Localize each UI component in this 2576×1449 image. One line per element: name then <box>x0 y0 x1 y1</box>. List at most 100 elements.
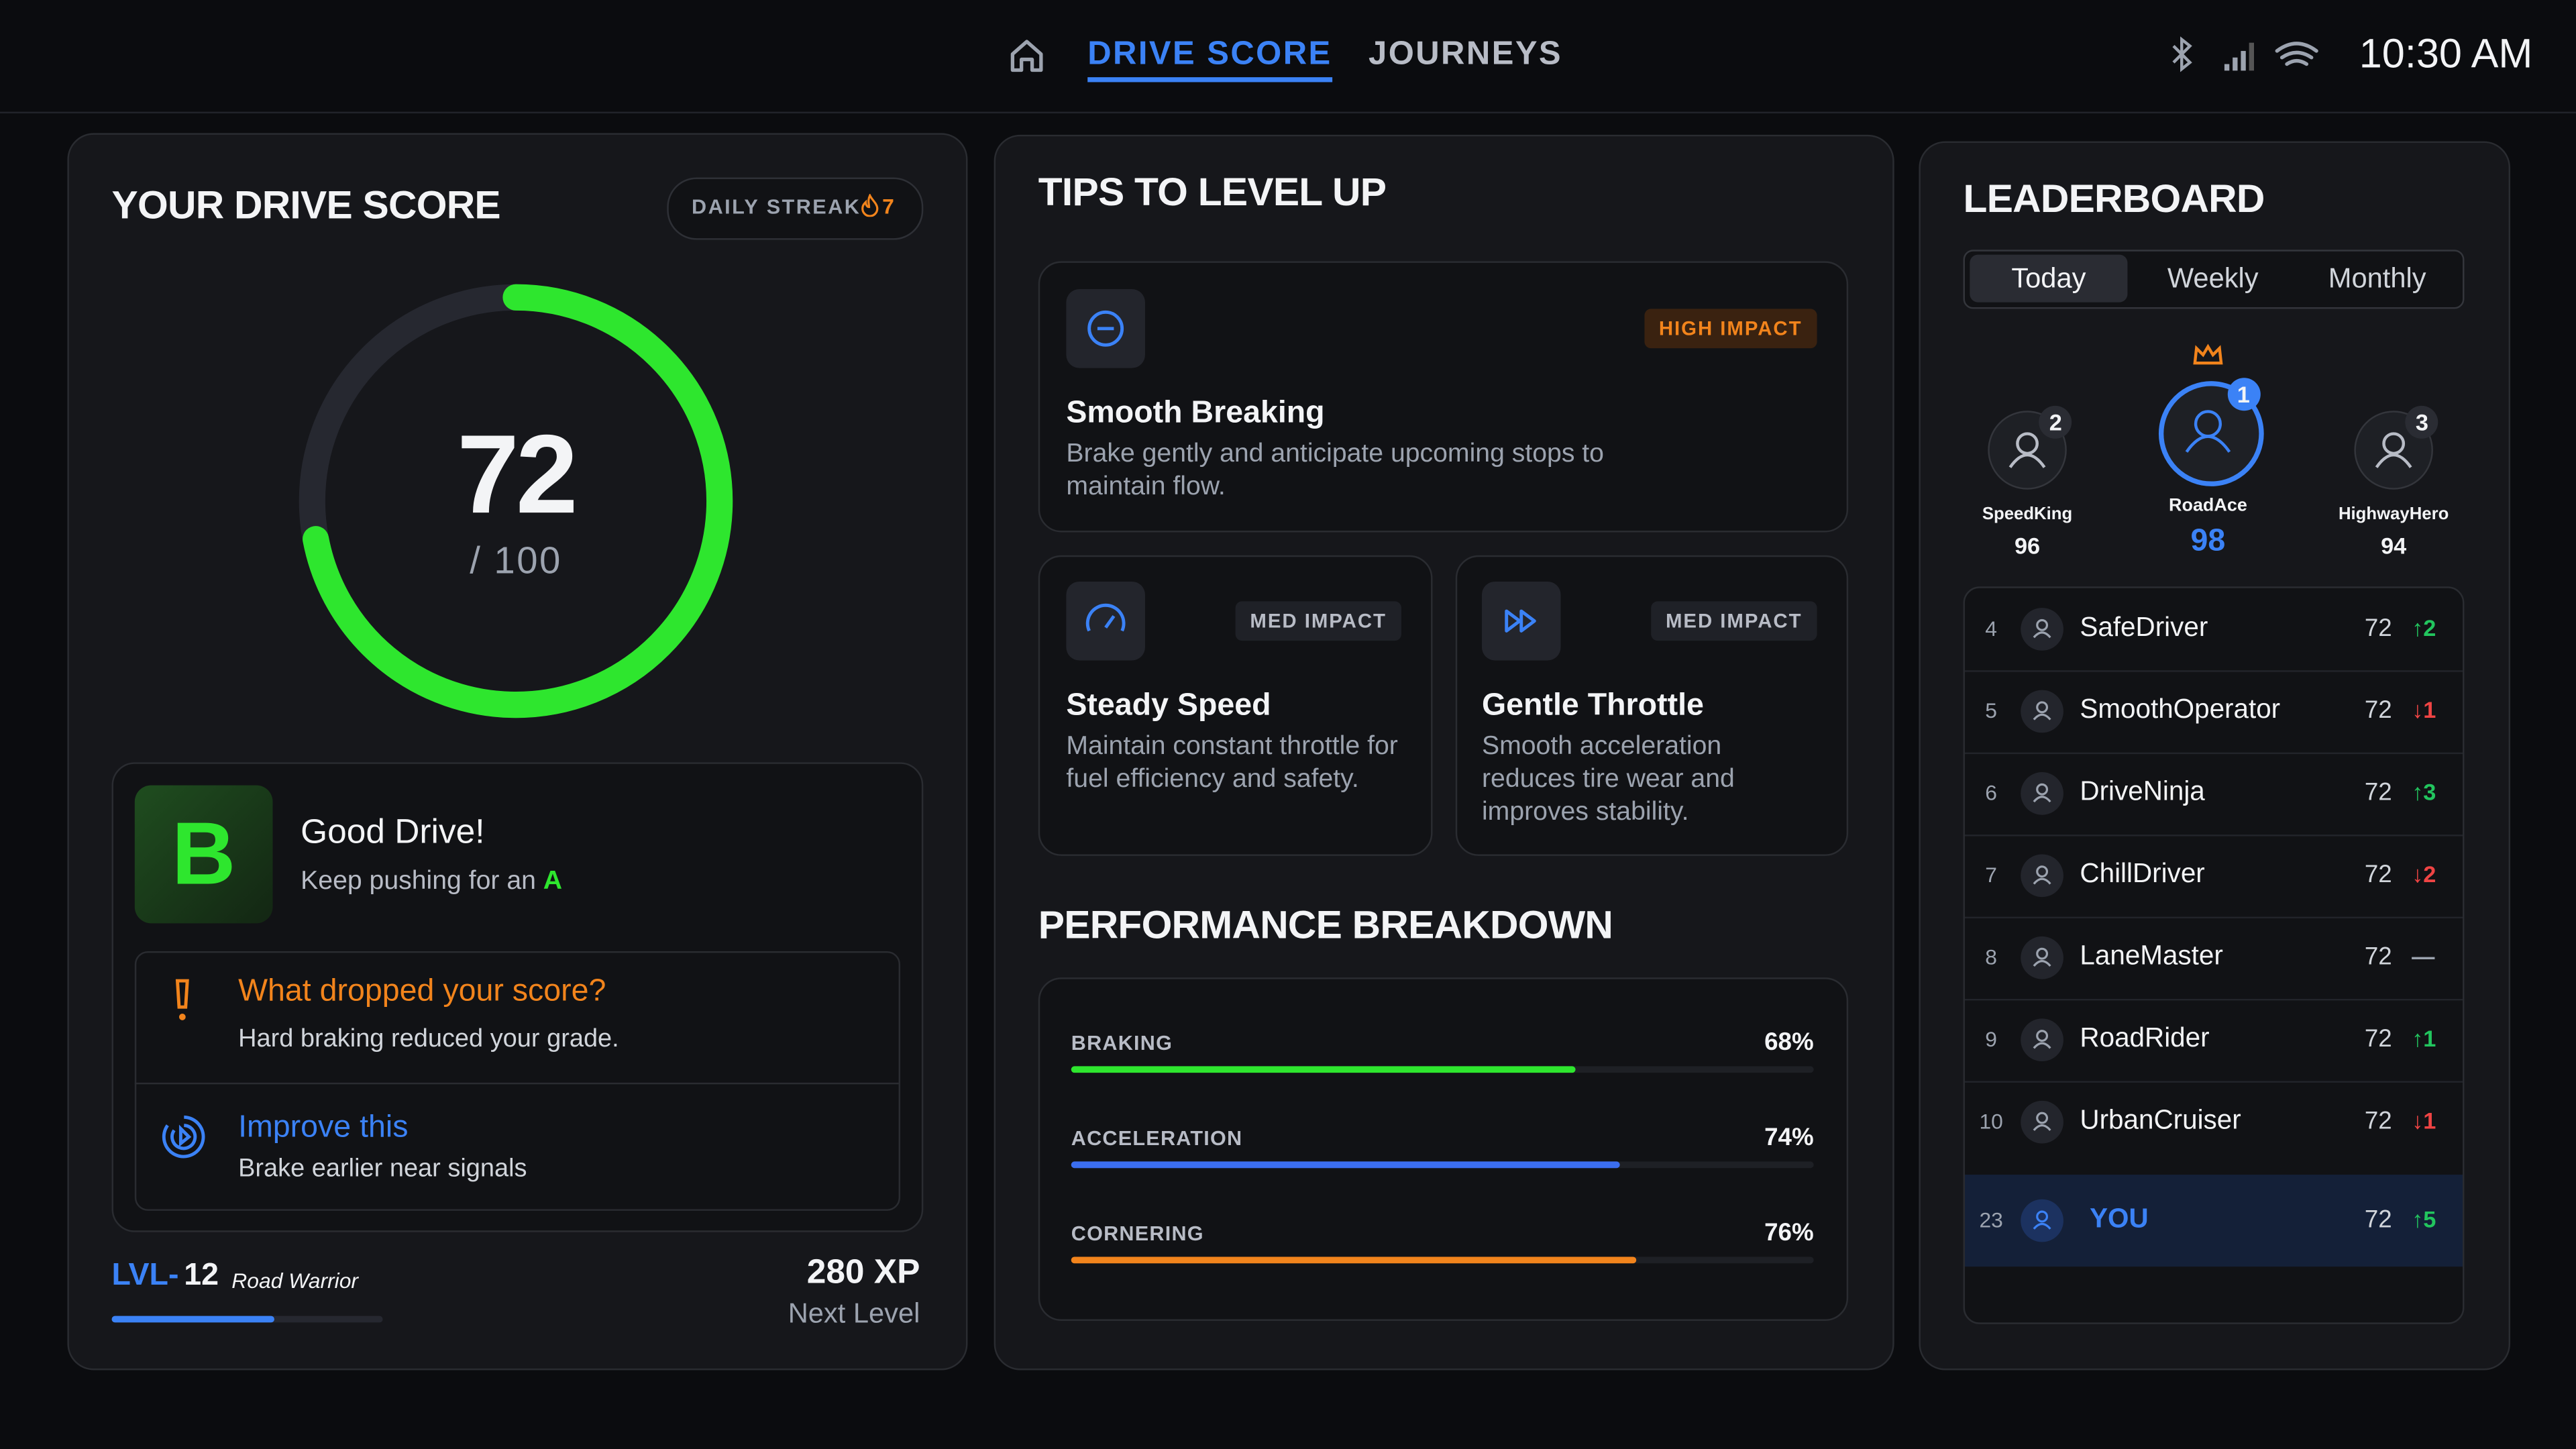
ranking-list: 4 SafeDriver 72 ↑2 5 SmoothOperator 72 ↓1 6 Drive… <box>1963 586 2465 1324</box>
rank-name: SafeDriver <box>2080 612 2208 643</box>
crown-icon <box>2193 343 2223 365</box>
tip-card[interactable] <box>1038 261 1849 533</box>
rank-row[interactable] <box>1964 753 2463 837</box>
rank: 23 <box>1979 1208 2003 1232</box>
rank-change: ↑2 <box>2412 614 2436 641</box>
rank: 9 <box>1985 1026 1998 1052</box>
streak-pill <box>667 177 924 240</box>
streak-label: DAILY STREAK <box>692 195 861 219</box>
perf-label: ACCELERATION <box>1071 1127 1243 1150</box>
tip-title: Gentle Throttle <box>1481 688 1704 723</box>
tip-title: Steady Speed <box>1066 688 1271 723</box>
tab[interactable]: Monthly <box>2328 262 2426 294</box>
flame-icon <box>861 193 879 217</box>
grade-sub: Keep pushing for an A <box>301 867 562 897</box>
avatar <box>2021 1018 2063 1062</box>
grade-sub-text: Keep pushing for an <box>301 867 536 896</box>
perf-track <box>1071 1256 1814 1264</box>
status-icons <box>2172 36 2318 72</box>
performance-card: BRAKING 68% ACCELERATION 74% CORNERING 76% <box>1038 977 1849 1321</box>
perf-bar <box>1071 1161 1621 1169</box>
rank-row[interactable] <box>1964 917 2463 1001</box>
perf-track <box>1071 1161 1814 1169</box>
score-max: / 100 <box>470 539 562 582</box>
rank: 7 <box>1985 862 1998 888</box>
perf-label: BRAKING <box>1071 1031 1173 1055</box>
rank-badge: 1 <box>2226 378 2260 412</box>
rank-name: RoadRider <box>2080 1023 2210 1053</box>
level-prefix: LVL- <box>111 1258 179 1293</box>
xp-sub: Next Level <box>788 1297 920 1330</box>
perf-label: CORNERING <box>1071 1222 1204 1246</box>
perf-value: 68% <box>1764 1028 1814 1057</box>
rank-name: YOU <box>2090 1204 2149 1234</box>
rank: 6 <box>1985 780 1998 806</box>
impact-badge: MED IMPACT <box>1235 601 1401 641</box>
insight-box <box>134 951 901 1211</box>
tip-text: Maintain constant throttle for fuel effi… <box>1066 733 1398 794</box>
nav-tab[interactable]: DRIVE SCORE <box>1087 36 1332 83</box>
rank-score: 72 <box>2364 943 2392 971</box>
grade-title: Good Drive! <box>301 813 485 851</box>
perf-value: 76% <box>1764 1219 1814 1247</box>
rank: 4 <box>1985 616 1998 641</box>
panel-title: PERFORMANCE BREAKDOWN <box>1038 903 1613 949</box>
nav-tab[interactable]: JOURNEYS <box>1368 36 1563 72</box>
perf-track <box>1071 1066 1814 1073</box>
tip-icon <box>1066 289 1145 368</box>
rank-badge: 3 <box>2405 405 2438 439</box>
podium-score: 98 <box>2190 523 2226 558</box>
rank-row[interactable] <box>1964 835 2463 918</box>
rank-score: 72 <box>2364 861 2392 889</box>
score-value: 72 <box>457 412 578 537</box>
perf-bar <box>1071 1066 1576 1073</box>
top-bar <box>0 0 2576 113</box>
impact-badge: HIGH IMPACT <box>1644 309 1817 349</box>
rank-score: 72 <box>2364 1107 2392 1136</box>
avatar <box>2021 1100 2063 1144</box>
rank-row[interactable] <box>1964 999 2463 1083</box>
avatar <box>2021 854 2063 898</box>
avatar <box>2021 1199 2063 1242</box>
rank-row[interactable] <box>1964 588 2463 672</box>
rank-change: ↓1 <box>2412 1107 2436 1134</box>
podium-score: 94 <box>2381 531 2407 558</box>
rank-change: ↑1 <box>2412 1025 2436 1052</box>
panel-title: YOUR DRIVE SCORE <box>111 184 501 229</box>
rank-change: ↑3 <box>2412 778 2436 806</box>
tab[interactable]: Today <box>1970 254 2128 303</box>
home-icon[interactable] <box>1006 34 1049 77</box>
rank-change: ↓2 <box>2412 861 2436 888</box>
rank-change: — <box>2412 943 2435 969</box>
xp: 280 XP <box>806 1253 920 1291</box>
improve-icon <box>162 1115 205 1159</box>
rank-change: ↓1 <box>2412 696 2436 723</box>
clock: 10:30 AM <box>2359 31 2533 78</box>
level-track <box>111 1316 383 1323</box>
alert-icon <box>175 979 189 1020</box>
streak-value: 7 <box>882 193 894 219</box>
score-ring <box>299 284 733 718</box>
tip-title: Smooth Breaking <box>1066 396 1325 431</box>
ring-arc <box>299 284 733 718</box>
level-name: Road Warrior <box>231 1268 359 1293</box>
rank-name: SmoothOperator <box>2080 694 2281 725</box>
perf-bar <box>1071 1256 1635 1264</box>
rank-row[interactable] <box>1964 670 2463 755</box>
tip-icon <box>1481 581 1561 661</box>
tip-text: Smooth acceleration reduces tire wear an… <box>1481 733 1735 826</box>
avatar <box>2021 772 2063 815</box>
rank-score: 72 <box>2364 696 2392 725</box>
rank-change: ↑5 <box>2412 1205 2436 1232</box>
impact-badge: MED IMPACT <box>1650 601 1817 641</box>
level-fill <box>111 1316 274 1323</box>
perf-value: 74% <box>1764 1124 1814 1152</box>
rank-score: 72 <box>2364 1205 2392 1234</box>
rank-name: LaneMaster <box>2080 941 2223 971</box>
rank: 5 <box>1985 698 1998 723</box>
rank-name: DriveNinja <box>2080 777 2205 807</box>
tab[interactable]: Weekly <box>2167 262 2259 294</box>
avatar <box>2021 608 2063 651</box>
podium-score: 96 <box>2014 531 2041 558</box>
